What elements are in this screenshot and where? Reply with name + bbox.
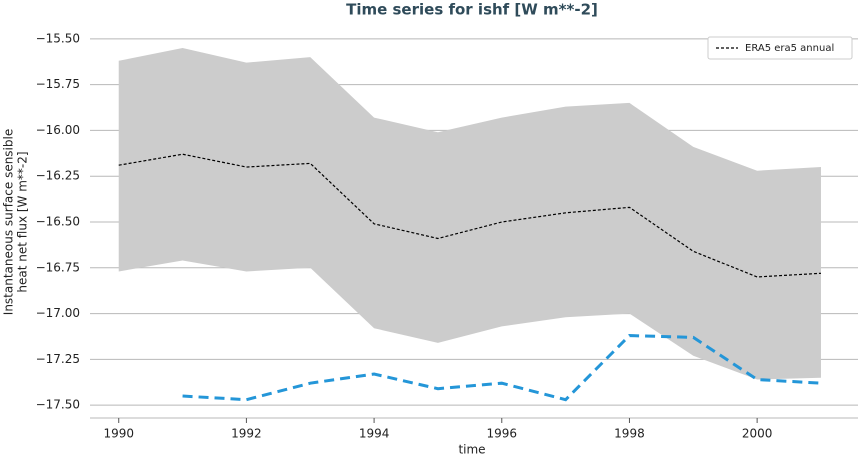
y-tick-label: −17.00 — [36, 306, 80, 320]
x-tick-label: 1992 — [231, 427, 262, 441]
legend-label: ERA5 era5 annual — [745, 43, 834, 54]
legend-box — [707, 36, 853, 60]
x-tick-label: 1996 — [486, 427, 517, 441]
series-line — [182, 334, 822, 402]
chart-title: Time series for ishf [W m**-2] — [346, 1, 598, 19]
series-line — [118, 153, 822, 278]
y-tick-label: −16.00 — [36, 123, 80, 137]
y-tick-label: −17.25 — [36, 352, 80, 366]
y-tick-label: −15.75 — [36, 77, 80, 91]
y-tick-label: −15.50 — [36, 31, 80, 45]
y-axis-label: Instantaneous surface sensible — [2, 129, 16, 315]
y-axis-label: heat net flux [W m**-2] — [16, 151, 30, 292]
x-axis-label: time — [458, 443, 485, 457]
y-tick-label: −17.50 — [36, 398, 80, 412]
y-tick-label: −16.75 — [36, 260, 80, 274]
x-tick-label: 1990 — [103, 427, 134, 441]
x-tick-label: 1994 — [359, 427, 390, 441]
y-tick-label: −16.25 — [36, 169, 80, 183]
x-tick-label: 1998 — [614, 427, 645, 441]
x-tick-label: 2000 — [742, 427, 773, 441]
y-tick-label: −16.50 — [36, 215, 80, 229]
spread-band — [118, 47, 821, 380]
